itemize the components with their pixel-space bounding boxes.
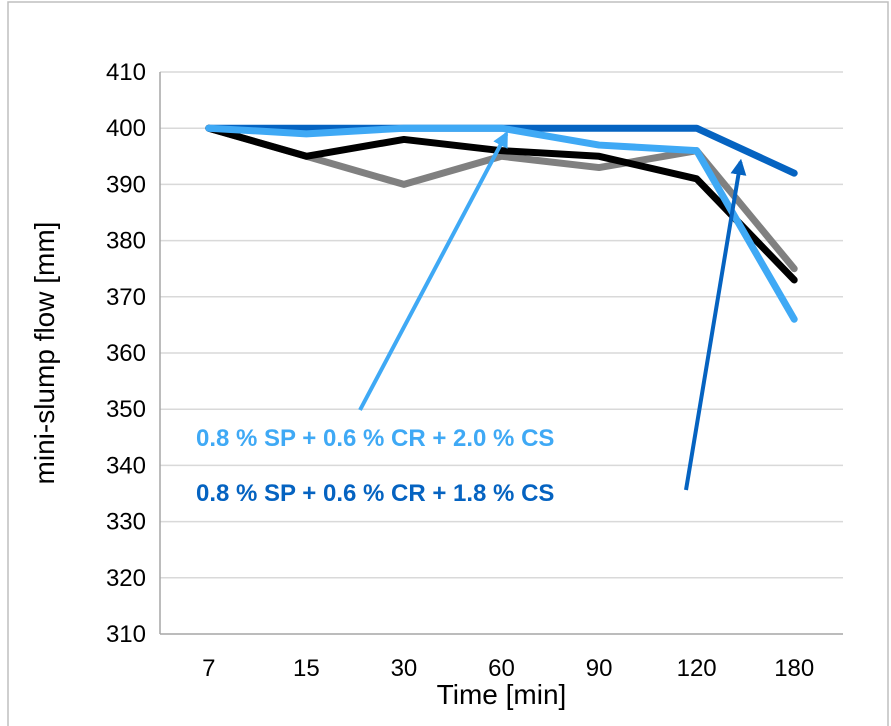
x-tick-label: 120	[677, 655, 717, 682]
annotation-label: 0.8 % SP + 0.6 % CR + 1.8 % CS	[196, 480, 554, 507]
series-line	[205, 124, 798, 284]
x-axis-title: Time [min]	[437, 679, 567, 710]
annotation-label: 0.8 % SP + 0.6 % CR + 2.0 % CS	[196, 425, 554, 452]
chart-frame	[7, 1, 889, 726]
annotations: 0.8 % SP + 0.6 % CR + 2.0 % CS 0.8 % SP +…	[196, 130, 747, 507]
x-tick-label: 60	[488, 655, 515, 682]
y-tick-label: 320	[106, 565, 146, 592]
y-tick-label: 350	[106, 396, 146, 423]
y-tick-label: 340	[106, 452, 146, 479]
x-tick-label: 90	[586, 655, 613, 682]
y-tick-label: 400	[106, 115, 146, 142]
series-lines	[205, 124, 798, 323]
y-tick-label: 410	[106, 59, 146, 86]
annotation-arrow	[684, 158, 747, 491]
y-tick-label: 370	[106, 284, 146, 311]
x-tick-label: 15	[293, 655, 320, 682]
y-tick-label: 380	[106, 228, 146, 255]
x-tick-label: 30	[391, 655, 418, 682]
x-tick-label: 7	[202, 655, 215, 682]
y-tick-label: 330	[106, 509, 146, 536]
y-tick-label: 390	[106, 171, 146, 198]
y-tick-label: 360	[106, 340, 146, 367]
annotation-arrow	[358, 130, 509, 411]
x-tick-labels: 7 15 30 60 90 120 180	[202, 655, 814, 682]
y-axis-title: mini-slump flow [mm]	[29, 222, 60, 485]
series-line	[205, 124, 798, 323]
y-tick-labels: 310 320 330 340 350 360 370 380 390 400 410	[106, 59, 146, 648]
x-tick-label: 180	[774, 655, 814, 682]
y-tick-label: 310	[106, 621, 146, 648]
